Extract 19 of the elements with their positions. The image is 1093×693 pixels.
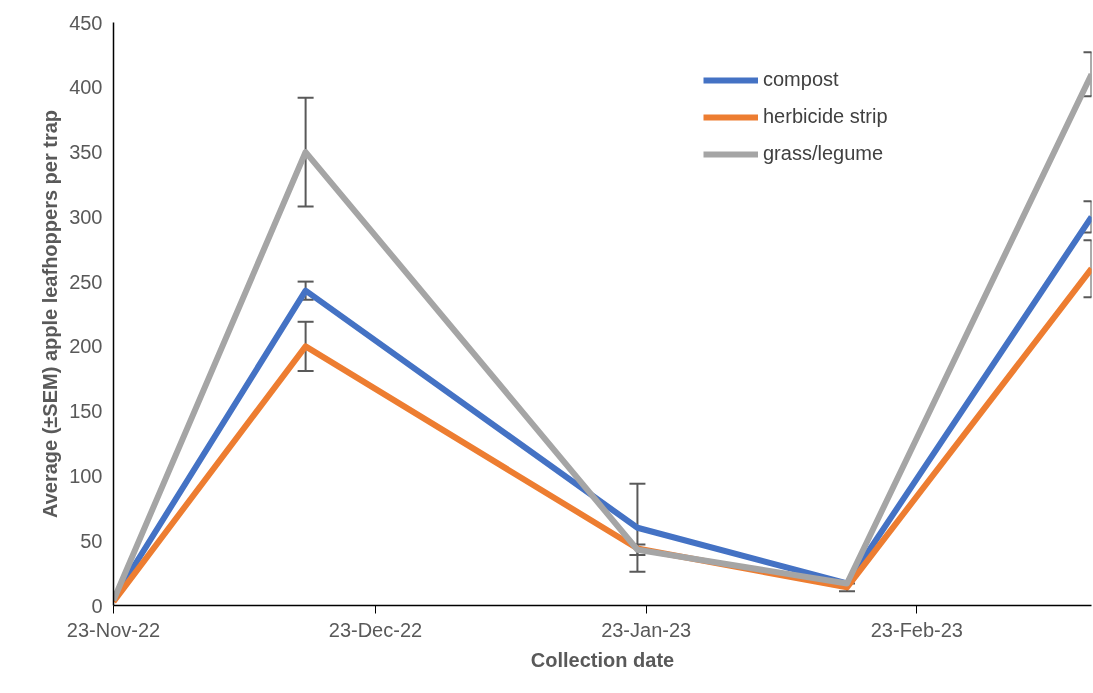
- legend-label: grass/legume: [763, 142, 884, 165]
- y-tick-label: 0: [91, 594, 103, 617]
- legend-label: compost: [763, 68, 839, 91]
- x-axis-title: Collection date: [530, 648, 675, 671]
- x-tick-label: 23-Nov-22: [66, 618, 161, 641]
- legend-label: herbicide strip: [763, 105, 888, 128]
- x-tick-label: 23-Feb-23: [870, 618, 963, 641]
- y-tick-label: 100: [69, 464, 103, 487]
- y-tick-label: 200: [69, 335, 103, 358]
- y-tick-label: 150: [69, 400, 103, 423]
- y-tick-label: 350: [69, 141, 103, 164]
- y-tick-label: 400: [69, 76, 103, 99]
- y-axis-title: Average (±SEM) apple leafhoppers per trap: [39, 109, 62, 519]
- y-tick-label: 450: [69, 11, 103, 34]
- y-tick-label: 250: [69, 270, 103, 293]
- x-tick-label: 23-Dec-22: [328, 618, 423, 641]
- x-tick-label: 23-Jan-23: [601, 618, 692, 641]
- y-tick-label: 50: [80, 529, 103, 552]
- y-tick-label: 300: [69, 205, 103, 228]
